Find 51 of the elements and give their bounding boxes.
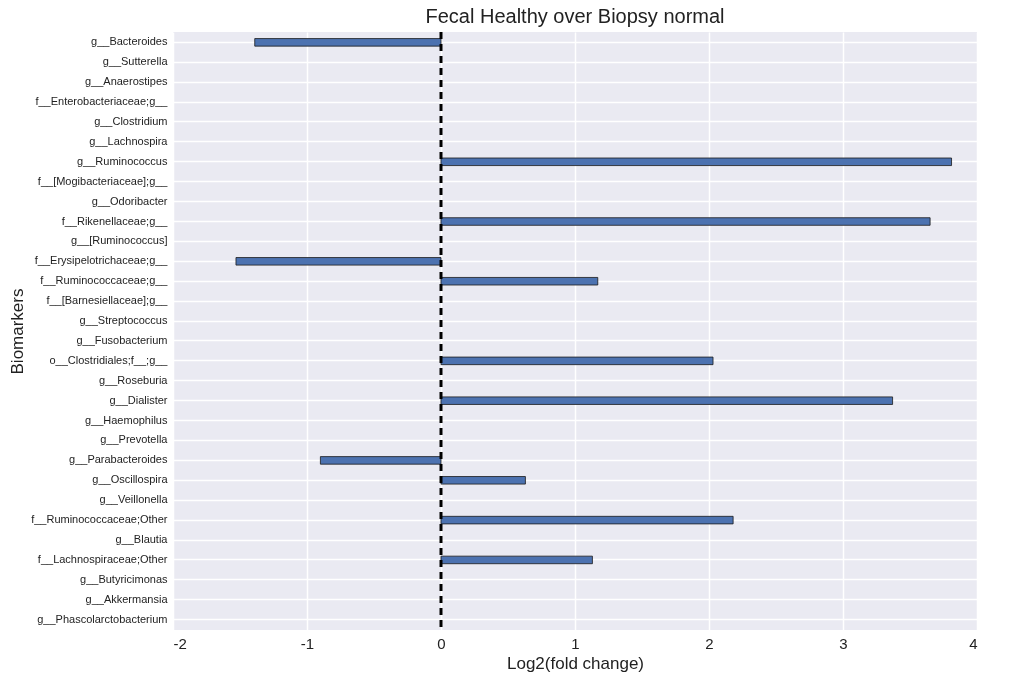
y-tick-label: g__Clostridium [94, 114, 168, 127]
bar [254, 38, 442, 47]
y-tick-label: g__Oscillospira [92, 473, 169, 486]
y-tick-label: f__Lachnospiraceae;Other [37, 552, 168, 565]
y-axis-title: Biomarkers [8, 288, 28, 375]
x-tick-label: 3 [839, 634, 848, 652]
y-tick-label: g__Akkermansia [85, 592, 169, 605]
y-tick-label: f__[Mogibacteriaceae];g__ [37, 174, 169, 187]
y-tick-label: g__Bacteroides [91, 35, 168, 48]
y-tick-label: f__Ruminococcaceae;g__ [40, 274, 169, 287]
bar [320, 456, 442, 465]
bar [440, 217, 931, 226]
bar [440, 157, 952, 166]
y-tick-label: f__Rikenellaceae;g__ [61, 214, 169, 227]
bar [440, 277, 599, 286]
bar [440, 515, 734, 525]
bar [440, 396, 893, 405]
bar [440, 555, 593, 565]
y-tick-label: f__Ruminococcaceae;Other [31, 513, 168, 526]
x-tick-label: -2 [173, 634, 187, 652]
y-tick-label: g__Blautia [115, 533, 169, 546]
bar [440, 356, 714, 366]
y-tick-label: g__Streptococcus [79, 314, 168, 327]
x-axis-title: Log2(fold change) [506, 653, 645, 673]
x-tick-label: 2 [705, 634, 714, 652]
y-tick-label: g__Anaerostipes [84, 75, 168, 88]
chart-title: Fecal Healthy over Biopsy normal [425, 4, 725, 27]
bar [235, 257, 442, 266]
y-tick-label: g__Prevotella [100, 433, 169, 446]
y-tick-label: g__Ruminococcus [77, 154, 168, 167]
y-tick-label: f__[Barnesiellaceae];g__ [46, 294, 169, 307]
y-tick-label: g__Dialister [109, 393, 168, 406]
x-tick-label: 4 [969, 634, 978, 652]
x-tick-label: 0 [437, 634, 446, 652]
y-tick-label: g__Veillonella [99, 493, 169, 506]
y-tick-label: g__Parabacteroides [69, 453, 168, 466]
y-tick-label: o__Clostridiales;f__;g__ [49, 353, 169, 366]
y-tick-label: g__Sutterella [102, 55, 169, 68]
y-tick-label: f__Enterobacteriaceae;g__ [35, 95, 169, 108]
y-tick-label: g__[Ruminococcus] [70, 234, 168, 247]
y-tick-label: g__Odoribacter [91, 194, 168, 207]
x-tick-label: 1 [571, 634, 580, 652]
y-tick-label: g__Lachnospira [89, 134, 169, 147]
y-tick-label: g__Butyricimonas [80, 572, 168, 585]
x-tick-label: -1 [300, 634, 315, 652]
y-tick-label: g__Haemophilus [84, 413, 168, 426]
bar [440, 476, 526, 485]
y-tick-label: g__Fusobacterium [76, 333, 168, 346]
y-tick-label: g__Roseburia [99, 373, 169, 386]
y-tick-label: g__Phascolarctobacterium [37, 612, 168, 625]
y-tick-label: f__Erysipelotrichaceae;g__ [34, 254, 169, 267]
